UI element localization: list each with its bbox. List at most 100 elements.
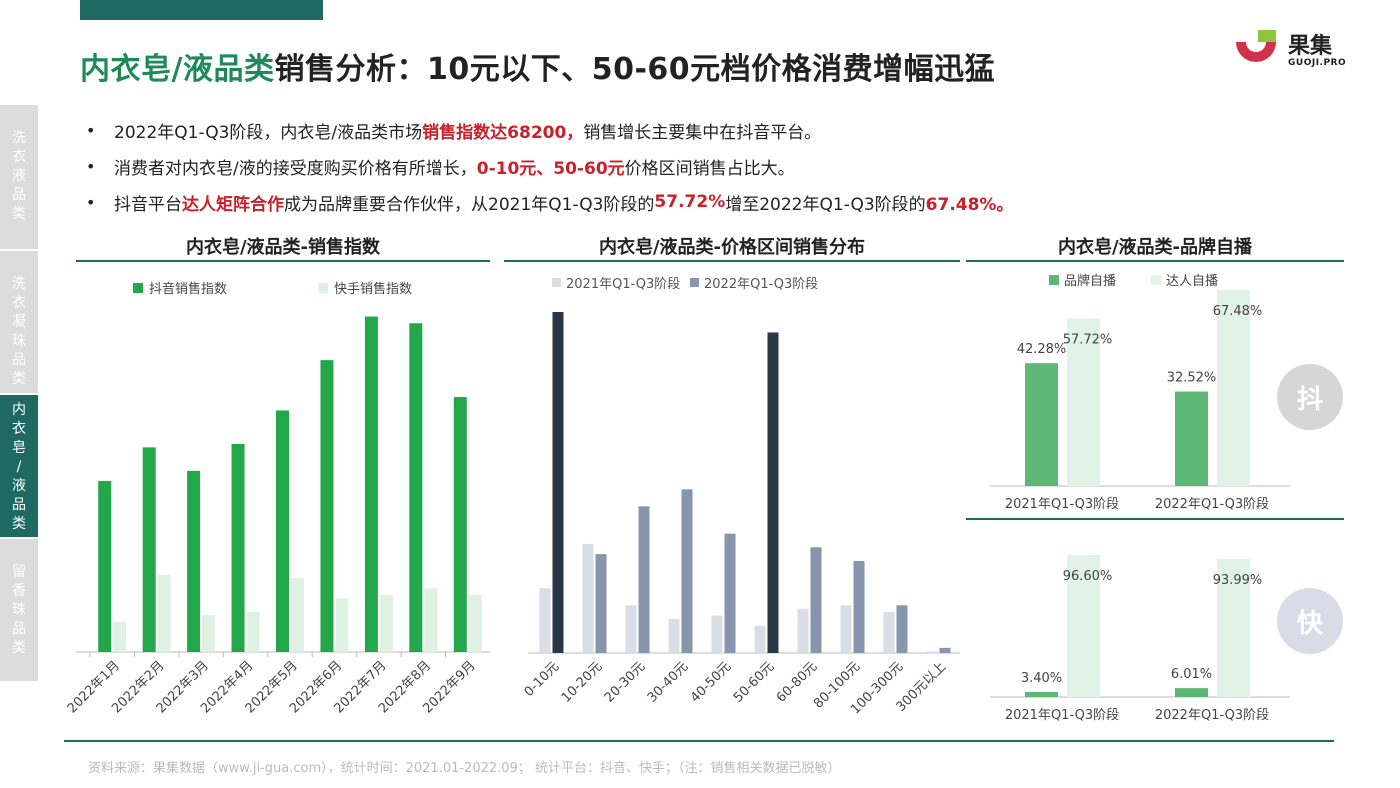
bullet-highlight: 达人矩阵合作 bbox=[182, 194, 284, 215]
sidebar-item-laundry-liquid[interactable]: 洗 衣 液 品 类 bbox=[0, 105, 38, 249]
data-label: 3.40% bbox=[1021, 671, 1062, 686]
bullet-item: • 抖音平台 达人矩阵合作 成为品牌重要合作伙伴，从2021年Q1-Q3阶段的 57.… bbox=[86, 184, 1366, 220]
bar-2021 bbox=[754, 625, 766, 653]
x-tick-label: 0-10元 bbox=[522, 659, 563, 700]
bullet-marker: • bbox=[86, 192, 96, 212]
sidebar-char: 香 bbox=[12, 583, 26, 599]
legend-swatch-douyin bbox=[133, 283, 143, 293]
logo-mark-icon bbox=[1236, 30, 1276, 62]
bar-brand-selfbroadcast bbox=[1175, 688, 1208, 697]
x-tick-label: 10-20元 bbox=[559, 659, 606, 706]
bar-2021 bbox=[840, 605, 852, 653]
sidebar-char: 凝 bbox=[12, 314, 26, 330]
legend-label-kuaishou: 快手销售指数 bbox=[334, 281, 412, 297]
sidebar-item-laundry-pods[interactable]: 洗 衣 凝 珠 品 类 bbox=[0, 251, 38, 393]
sidebar-char: 衣 bbox=[12, 295, 26, 311]
sidebar-char: 品 bbox=[12, 352, 26, 368]
sidebar-char: 液 bbox=[12, 478, 26, 494]
panel-divider bbox=[76, 260, 490, 262]
bar-kol-broadcast bbox=[1067, 318, 1100, 486]
x-tick-label: 2021年Q1-Q3阶段 bbox=[1005, 497, 1119, 512]
bullet-text: 消费者对内衣皂/液的接受度购买价格有所增长， bbox=[114, 158, 477, 179]
bar-2021 bbox=[711, 615, 723, 653]
bar-2022 bbox=[810, 547, 822, 653]
data-label: 6.01% bbox=[1171, 667, 1212, 682]
bullet-text: 抖音平台 bbox=[114, 194, 182, 215]
douyin-platform-badge: 抖 bbox=[1277, 364, 1343, 430]
data-label: 57.72% bbox=[1063, 332, 1113, 347]
sidebar-char: 珠 bbox=[12, 333, 26, 349]
legend-label-2022: 2022年Q1-Q3阶段 bbox=[704, 277, 818, 292]
bar-kuaishou bbox=[157, 574, 171, 652]
bar-2021 bbox=[539, 588, 551, 653]
x-tick-label: 2021年Q1-Q3阶段 bbox=[1005, 708, 1119, 723]
data-label: 93.99% bbox=[1213, 573, 1263, 588]
panel-divider bbox=[966, 260, 1344, 262]
bar-kol-broadcast bbox=[1217, 558, 1250, 697]
panel-title-brand-selfbroadcast: 内衣皂/液品类-品牌自播 bbox=[1057, 237, 1253, 258]
bar-douyin bbox=[276, 410, 289, 652]
bullet-text: 销售增长主要集中在抖音平台。 bbox=[583, 122, 822, 143]
bar-kuaishou bbox=[246, 611, 260, 652]
bar-2022 bbox=[595, 554, 607, 653]
footer-source: 资料来源：果集数据（www.ji-gua.com），统计时间：2021.01-2… bbox=[88, 761, 841, 776]
sidebar-char: 衣 bbox=[12, 421, 26, 437]
bar-brand-selfbroadcast bbox=[1175, 391, 1208, 486]
bar-kuaishou bbox=[468, 594, 482, 652]
bar-douyin bbox=[98, 480, 112, 652]
bullet-item: • 2022年Q1-Q3阶段，内衣皂/液品类市场 销售指数达68200， 销售增长主… bbox=[86, 112, 1366, 148]
bar-2021 bbox=[582, 543, 594, 653]
legend-label-kol: 达人自播 bbox=[1166, 274, 1218, 289]
sidebar-char: 类 bbox=[12, 640, 26, 656]
bar-2022 bbox=[724, 533, 736, 653]
logo-text-en: GUOJI.PRO bbox=[1288, 58, 1347, 68]
panel-divider bbox=[504, 260, 960, 262]
page-title: 内衣皂/液品类销售分析：10元以下、50-60元档价格消费增幅迅猛 bbox=[80, 44, 995, 88]
bullet-text: 增至2022年Q1-Q3阶段的 bbox=[725, 194, 926, 215]
bullet-text: 成为品牌重要合作伙伴，从2021年Q1-Q3阶段的 bbox=[284, 194, 655, 215]
sidebar-char: 品 bbox=[12, 187, 26, 203]
logo: 果集 GUOJI.PRO bbox=[1232, 28, 1352, 74]
bullet-marker: • bbox=[86, 120, 96, 140]
data-label: 67.48% bbox=[1213, 304, 1263, 319]
bar-2021 bbox=[926, 651, 938, 653]
bar-douyin bbox=[142, 447, 156, 652]
bar-2022 bbox=[638, 506, 650, 653]
bar-2022 bbox=[939, 647, 951, 653]
legend-label-douyin: 抖音销售指数 bbox=[149, 281, 227, 297]
bar-kuaishou bbox=[291, 578, 304, 652]
title-highlight: 内衣皂/液品类 bbox=[80, 52, 275, 87]
x-tick-label: 30-40元 bbox=[645, 659, 692, 706]
bar-2022 bbox=[896, 605, 908, 653]
sidebar-item-underwear-soap[interactable]: 内 衣 皂 / 液 品 类 bbox=[0, 395, 38, 537]
sidebar-char: 品 bbox=[12, 497, 26, 513]
bar-douyin bbox=[320, 360, 334, 652]
bar-douyin bbox=[187, 470, 201, 652]
legend-swatch-2021 bbox=[552, 278, 561, 287]
bar-kuaishou bbox=[202, 615, 216, 652]
bar-douyin bbox=[409, 323, 423, 652]
sidebar-char: 珠 bbox=[12, 602, 26, 618]
sidebar-char: / bbox=[16, 459, 22, 475]
bar-2022 bbox=[853, 560, 865, 653]
bar-douyin bbox=[364, 316, 378, 652]
sidebar-char: 类 bbox=[12, 371, 26, 387]
data-label: 96.60% bbox=[1063, 569, 1113, 584]
sidebar-char: 内 bbox=[12, 402, 26, 418]
bar-kuaishou bbox=[424, 588, 438, 652]
logo-text-cn: 果集 bbox=[1288, 34, 1333, 59]
bullet-highlight: 销售指数达68200， bbox=[422, 122, 584, 143]
bullet-highlight: 67.48%。 bbox=[925, 194, 1014, 215]
bar-2021 bbox=[625, 605, 637, 653]
sidebar-char: 品 bbox=[12, 621, 26, 637]
bar-kol-broadcast bbox=[1067, 555, 1100, 697]
legend-swatch-brand bbox=[1049, 275, 1059, 285]
legend-swatch-kol bbox=[1151, 275, 1161, 285]
data-label: 42.28% bbox=[1017, 342, 1067, 357]
title-rest: 销售分析：10元以下、50-60元档价格消费增幅迅猛 bbox=[274, 52, 996, 87]
sidebar-char: 衣 bbox=[12, 149, 26, 165]
bar-2022-highlight bbox=[552, 312, 564, 653]
sidebar-char: 皂 bbox=[12, 440, 26, 456]
sidebar-char: 留 bbox=[12, 564, 26, 580]
sidebar-item-scent-beads[interactable]: 留 香 珠 品 类 bbox=[0, 539, 38, 681]
